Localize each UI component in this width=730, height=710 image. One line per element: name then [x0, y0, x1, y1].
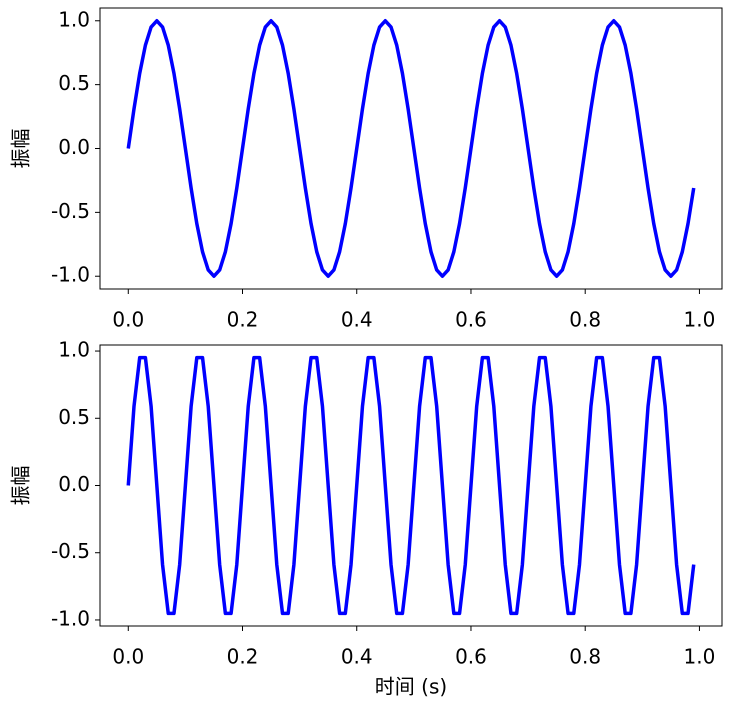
x-tick-label: 0.4: [341, 645, 373, 669]
y-tick-label: 1.0: [58, 7, 90, 31]
y-tick-label: -1.0: [51, 606, 90, 630]
x-tick-label: 1.0: [684, 308, 716, 332]
x-tick-label: 0.0: [112, 645, 144, 669]
axes-frame: [99, 7, 723, 290]
y-tick-label: 0.0: [58, 135, 90, 159]
y-tick-label: -0.5: [51, 199, 90, 223]
y-axis-label: 振幅: [9, 129, 33, 169]
x-tick-label: 1.0: [684, 645, 716, 669]
y-tick-label: -0.5: [51, 539, 90, 563]
x-tick-label: 0.4: [341, 308, 373, 332]
x-tick-label: 0.2: [227, 645, 259, 669]
x-tick-label: 0.8: [569, 645, 601, 669]
y-axis-label: 振幅: [9, 466, 33, 506]
y-tick-label: 0.5: [58, 71, 90, 95]
axes-frame: [99, 344, 723, 627]
x-axis-label: 时间 (s): [375, 675, 447, 699]
x-tick-label: 0.8: [569, 308, 601, 332]
line: [126, 355, 696, 616]
y-tick-label: 0.5: [58, 405, 90, 429]
x-tick-label: 0.2: [227, 308, 259, 332]
y-tick-label: 1.0: [58, 338, 90, 362]
y-tick-label: -1.0: [51, 263, 90, 287]
x-tick-label: 0.6: [455, 645, 487, 669]
x-tick-label: 0.6: [455, 308, 487, 332]
line: [126, 19, 696, 278]
x-tick-label: 0.0: [112, 308, 144, 332]
y-tick-label: 0.0: [58, 472, 90, 496]
